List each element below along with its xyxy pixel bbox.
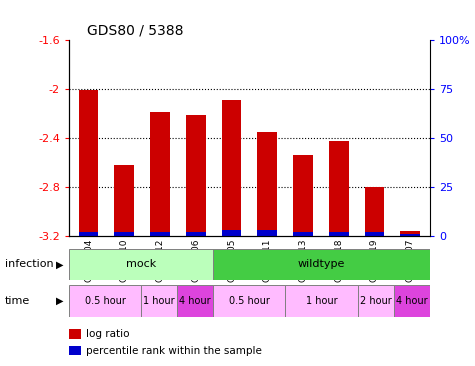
Bar	[150, 232, 170, 236]
Bar	[365, 232, 384, 236]
Bar	[222, 230, 241, 236]
Bar	[400, 231, 420, 236]
Bar	[222, 100, 241, 236]
Text: infection: infection	[5, 259, 53, 269]
Bar	[257, 230, 277, 236]
Bar	[186, 115, 206, 236]
Bar	[69, 249, 213, 280]
Text: 0.5 hour: 0.5 hour	[229, 296, 270, 306]
Bar	[150, 112, 170, 236]
Bar	[213, 285, 285, 317]
Bar	[365, 187, 384, 236]
Bar	[257, 132, 277, 236]
Bar	[79, 232, 98, 236]
Text: 0.5 hour: 0.5 hour	[85, 296, 125, 306]
Bar	[177, 285, 213, 317]
Text: ▶: ▶	[56, 259, 64, 269]
Bar	[285, 285, 358, 317]
Bar	[400, 234, 420, 236]
Text: 2 hour: 2 hour	[360, 296, 391, 306]
Bar	[141, 285, 177, 317]
Text: 4 hour: 4 hour	[180, 296, 211, 306]
Bar	[329, 232, 349, 236]
Bar	[114, 165, 134, 236]
Bar	[358, 285, 394, 317]
Bar	[114, 232, 134, 236]
Bar	[186, 232, 206, 236]
Text: log ratio: log ratio	[86, 329, 129, 339]
Text: 1 hour: 1 hour	[143, 296, 175, 306]
Text: GDS80 / 5388: GDS80 / 5388	[87, 24, 183, 38]
Bar	[329, 141, 349, 236]
Bar	[293, 155, 313, 236]
Text: wildtype: wildtype	[298, 259, 345, 269]
Text: ▶: ▶	[56, 296, 64, 306]
Bar	[213, 249, 430, 280]
Bar	[69, 285, 141, 317]
Text: mock: mock	[126, 259, 156, 269]
Text: percentile rank within the sample: percentile rank within the sample	[86, 346, 261, 356]
Text: time: time	[5, 296, 30, 306]
Text: 4 hour: 4 hour	[396, 296, 428, 306]
Text: 1 hour: 1 hour	[306, 296, 337, 306]
Bar	[293, 232, 313, 236]
Bar	[79, 90, 98, 236]
Bar	[394, 285, 430, 317]
